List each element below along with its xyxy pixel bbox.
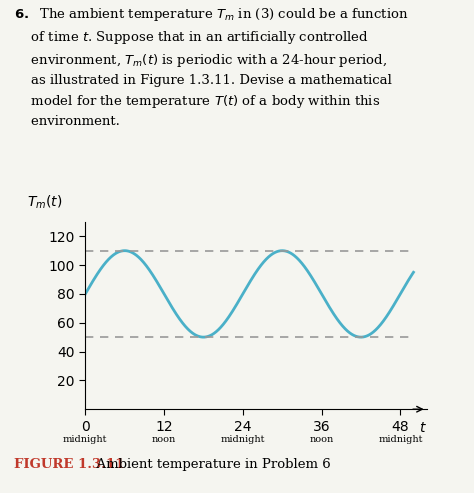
Text: midnight: midnight bbox=[63, 435, 108, 444]
Text: noon: noon bbox=[152, 435, 176, 444]
Y-axis label: $T_m(t)$: $T_m(t)$ bbox=[27, 193, 62, 211]
Text: noon: noon bbox=[310, 435, 334, 444]
Text: FIGURE 1.3.11: FIGURE 1.3.11 bbox=[14, 458, 125, 471]
Text: $\mathbf{6.}$  The ambient temperature $T_m$ in (3) could be a function
    of t: $\mathbf{6.}$ The ambient temperature $T… bbox=[14, 6, 409, 128]
Text: midnight: midnight bbox=[378, 435, 423, 444]
Text: midnight: midnight bbox=[220, 435, 265, 444]
Text: $t$: $t$ bbox=[419, 421, 427, 435]
Text: Ambient temperature in Problem 6: Ambient temperature in Problem 6 bbox=[88, 458, 330, 471]
